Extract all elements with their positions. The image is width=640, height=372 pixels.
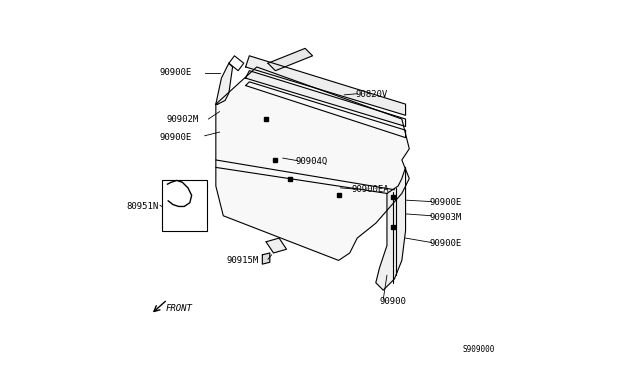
Polygon shape xyxy=(266,238,287,253)
Text: 90902M: 90902M xyxy=(167,115,199,124)
Text: 90915M: 90915M xyxy=(227,256,259,265)
Text: 90900E: 90900E xyxy=(159,68,191,77)
Text: 80951N: 80951N xyxy=(126,202,158,211)
Text: 90904Q: 90904Q xyxy=(296,157,328,166)
Polygon shape xyxy=(262,253,270,264)
Polygon shape xyxy=(268,48,312,71)
Text: S909000: S909000 xyxy=(463,345,495,354)
Polygon shape xyxy=(246,56,406,115)
Text: 90900E: 90900E xyxy=(429,239,462,248)
Bar xyxy=(162,180,207,231)
Polygon shape xyxy=(216,67,410,260)
Polygon shape xyxy=(376,167,406,290)
Text: 90900E: 90900E xyxy=(159,133,191,142)
Text: 90900E: 90900E xyxy=(429,198,462,207)
Text: 90903M: 90903M xyxy=(429,213,462,222)
Polygon shape xyxy=(246,71,406,126)
Polygon shape xyxy=(216,63,232,104)
Text: 90900: 90900 xyxy=(380,297,406,306)
Text: 90820V: 90820V xyxy=(355,90,388,99)
Text: 90900EA: 90900EA xyxy=(351,185,389,194)
Text: FRONT: FRONT xyxy=(166,304,193,313)
